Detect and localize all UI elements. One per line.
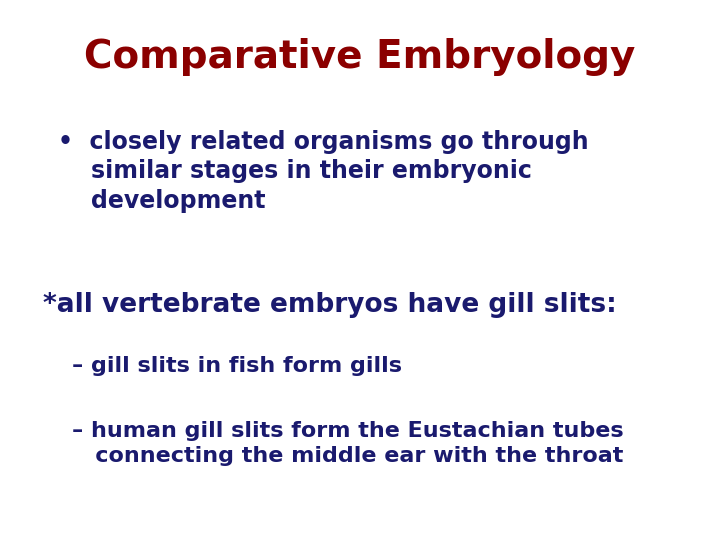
Text: – human gill slits form the Eustachian tubes
   connecting the middle ear with t: – human gill slits form the Eustachian t…	[72, 421, 624, 466]
Text: *all vertebrate embryos have gill slits:: *all vertebrate embryos have gill slits:	[43, 292, 617, 318]
Text: Comparative Embryology: Comparative Embryology	[84, 38, 636, 76]
Text: •  closely related organisms go through
    similar stages in their embryonic
  : • closely related organisms go through s…	[58, 130, 588, 213]
Text: – gill slits in fish form gills: – gill slits in fish form gills	[72, 356, 402, 376]
